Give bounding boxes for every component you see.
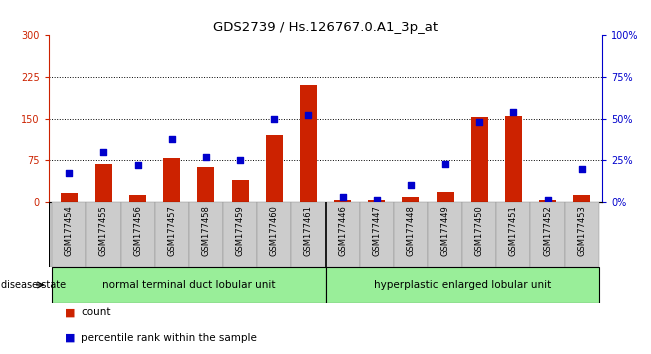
Bar (189, 202, 223, 267)
Point (508, 109, 519, 115)
Point (542, 197, 553, 203)
Bar (232, 179, 249, 202)
Bar (87, 202, 120, 267)
Bar (129, 195, 146, 202)
Bar (223, 202, 257, 267)
Text: ■: ■ (65, 333, 76, 343)
Bar (539, 200, 556, 202)
Text: GSM177446: GSM177446 (338, 205, 347, 256)
Bar (257, 202, 292, 267)
Text: GSM177451: GSM177451 (509, 205, 518, 256)
Text: GSM177461: GSM177461 (304, 205, 313, 256)
Point (235, 157, 245, 163)
Bar (505, 116, 522, 202)
Point (201, 154, 211, 160)
Text: GSM177453: GSM177453 (577, 205, 586, 256)
Bar (155, 202, 189, 267)
Point (337, 194, 348, 200)
Text: GSM177455: GSM177455 (99, 205, 108, 256)
Point (303, 113, 314, 118)
Bar (359, 202, 394, 267)
Bar (326, 202, 359, 267)
Text: GSM177450: GSM177450 (475, 205, 484, 256)
Text: disease state: disease state (1, 280, 66, 290)
Bar (394, 202, 428, 267)
Text: GSM177447: GSM177447 (372, 205, 381, 256)
Bar (163, 158, 180, 202)
Bar (197, 167, 214, 202)
Bar (402, 197, 419, 202)
Text: GSM177456: GSM177456 (133, 205, 142, 256)
Bar (462, 202, 496, 267)
Bar (573, 195, 590, 202)
Bar (61, 193, 78, 202)
Point (132, 162, 143, 168)
Title: GDS2739 / Hs.126767.0.A1_3p_at: GDS2739 / Hs.126767.0.A1_3p_at (213, 21, 438, 34)
Bar (428, 202, 462, 267)
Bar (52, 267, 326, 303)
Text: percentile rank within the sample: percentile rank within the sample (81, 333, 257, 343)
Point (98, 149, 109, 155)
Point (64, 171, 74, 176)
Bar (471, 117, 488, 202)
Bar (292, 202, 326, 267)
Text: normal terminal duct lobular unit: normal terminal duct lobular unit (102, 280, 275, 290)
Point (167, 136, 177, 141)
Text: GSM177452: GSM177452 (543, 205, 552, 256)
Text: GSM177454: GSM177454 (65, 205, 74, 256)
Point (577, 166, 587, 171)
Text: hyperplastic enlarged lobular unit: hyperplastic enlarged lobular unit (374, 280, 551, 290)
Point (372, 197, 382, 203)
Text: count: count (81, 307, 111, 317)
Text: GSM177449: GSM177449 (441, 205, 450, 256)
Text: GSM177457: GSM177457 (167, 205, 176, 256)
Bar (496, 202, 531, 267)
Bar (95, 164, 112, 202)
Bar (52, 202, 87, 267)
Bar (564, 202, 599, 267)
Text: GSM177448: GSM177448 (406, 205, 415, 256)
Point (269, 116, 279, 121)
Text: GSM177458: GSM177458 (201, 205, 210, 256)
Bar (334, 200, 351, 202)
Bar (120, 202, 155, 267)
Bar (531, 202, 564, 267)
Bar (437, 192, 454, 202)
Bar (300, 85, 317, 202)
Bar (368, 200, 385, 202)
Point (406, 182, 416, 188)
Bar (266, 135, 283, 202)
Bar (326, 267, 599, 303)
Text: ■: ■ (65, 307, 76, 317)
Point (474, 119, 484, 125)
Point (440, 161, 450, 166)
Text: GSM177460: GSM177460 (270, 205, 279, 256)
Text: GSM177459: GSM177459 (236, 205, 245, 256)
